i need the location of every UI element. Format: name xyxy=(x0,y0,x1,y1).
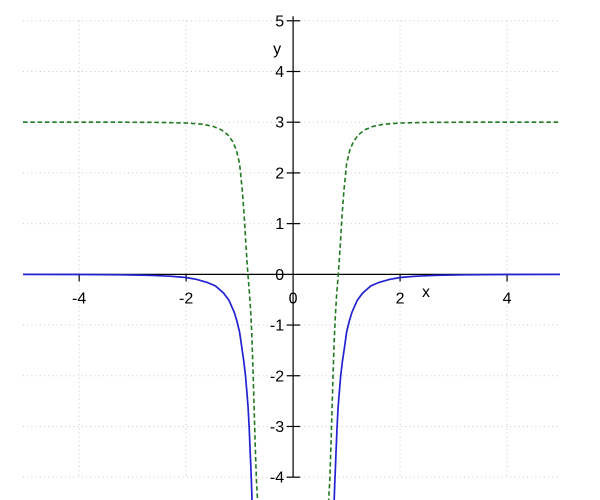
blue-solid-curve xyxy=(23,273,560,500)
y-tick-label: 0 xyxy=(275,267,284,284)
y-tick-label: -4 xyxy=(270,470,284,487)
y-tick-label: 2 xyxy=(275,165,284,182)
y-tick-label: 3 xyxy=(275,115,284,132)
blue-solid-curve-left-branch xyxy=(23,273,253,500)
blue-solid-curve-right-branch xyxy=(333,273,560,500)
green-dashed-curve-left-branch xyxy=(23,121,259,500)
x-tick-label: -4 xyxy=(72,290,86,307)
x-tick-label: -2 xyxy=(179,290,193,307)
x-tick-label: 4 xyxy=(503,290,512,307)
axes xyxy=(23,16,560,478)
tick-labels: -4 -2 0 2 4 5 4 3 2 1 0 -1 -2 -3 -4 xyxy=(72,13,512,486)
x-tick-label: 2 xyxy=(396,290,405,307)
y-tick-label: 5 xyxy=(275,13,284,30)
green-dashed-curve-right-branch xyxy=(327,121,560,500)
green-dashed-curve xyxy=(23,121,560,500)
x-axis-label: x xyxy=(422,284,430,301)
y-tick-label: -2 xyxy=(270,368,284,385)
y-tick-label: 1 xyxy=(275,216,284,233)
y-tick-label: -3 xyxy=(270,419,284,436)
x-tick-label: 0 xyxy=(289,290,298,307)
gridlines xyxy=(23,20,560,478)
y-tick-label: 4 xyxy=(275,64,284,81)
y-axis-label: y xyxy=(273,41,281,58)
y-tick-label: -1 xyxy=(270,318,284,335)
